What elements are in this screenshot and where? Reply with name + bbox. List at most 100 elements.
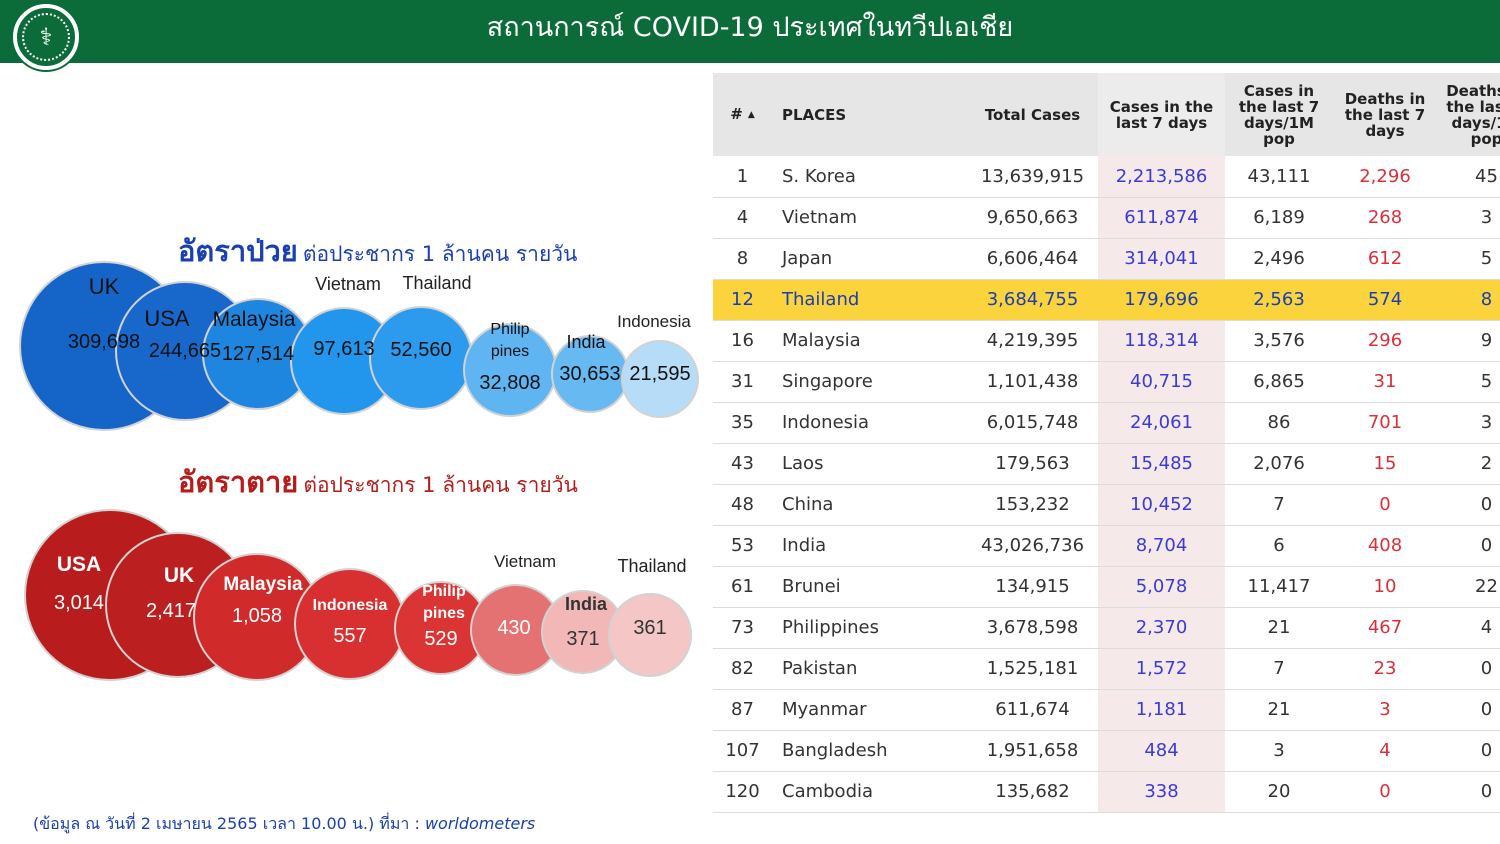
cell-cases-7d-per-1m: 2,563 — [1225, 279, 1333, 321]
table-row: 87 Myanmar 611,674 1,181 21 3 0 — [713, 689, 1500, 731]
table-row: 48 China 153,232 10,452 7 0 0 — [713, 484, 1500, 526]
page-title: สถานการณ์ COVID-19 ประเทศในทวีปเอเชีย — [486, 12, 1014, 43]
cell-deaths-7d-per-1m: 5 — [1437, 238, 1500, 280]
cell-rank: 48 — [713, 484, 772, 526]
cell-total-cases: 6,606,464 — [967, 238, 1098, 280]
cell-deaths-7d: 296 — [1333, 320, 1437, 362]
table-row: 43 Laos 179,563 15,485 2,076 15 2 — [713, 443, 1500, 485]
cell-deaths-7d: 3 — [1333, 689, 1437, 731]
cell-total-cases: 1,525,181 — [967, 648, 1098, 690]
cell-cases-7d: 484 — [1098, 730, 1225, 772]
table-row: 1 S. Korea 13,639,915 2,213,586 43,111 2,296 4… — [713, 156, 1500, 198]
cell-place[interactable]: Bangladesh — [772, 730, 967, 772]
cell-place[interactable]: India — [772, 525, 967, 567]
cell-deaths-7d-per-1m: 45 — [1437, 156, 1500, 198]
bubble-value: 127,514 — [222, 343, 294, 365]
cell-deaths-7d: 10 — [1333, 566, 1437, 608]
bubble-label: Malaysia — [213, 308, 296, 331]
cell-deaths-7d: 23 — [1333, 648, 1437, 690]
cell-place[interactable]: Japan — [772, 238, 967, 280]
cell-place[interactable]: Brunei — [772, 566, 967, 608]
cell-total-cases: 4,219,395 — [967, 320, 1098, 362]
cell-place[interactable]: Vietnam — [772, 197, 967, 239]
cell-deaths-7d-per-1m: 4 — [1437, 607, 1500, 649]
cell-total-cases: 3,684,755 — [967, 279, 1098, 321]
cell-deaths-7d: 4 — [1333, 730, 1437, 772]
cell-cases-7d: 40,715 — [1098, 361, 1225, 403]
cell-deaths-7d: 701 — [1333, 402, 1437, 444]
bubble-indonesia — [621, 340, 699, 418]
cell-total-cases: 135,682 — [967, 771, 1098, 813]
table-header-row: # ▲ PLACES Total Cases Cases in the last … — [713, 73, 1500, 156]
column-header-cases-7d-per-1m[interactable]: Cases in the last 7 days/1M pop — [1225, 73, 1333, 156]
bubble-thailand — [608, 593, 692, 677]
bubble-value: 371 — [566, 628, 599, 650]
cell-place[interactable]: S. Korea — [772, 156, 967, 198]
cell-total-cases: 9,650,663 — [967, 197, 1098, 239]
cell-deaths-7d-per-1m: 0 — [1437, 689, 1500, 731]
cell-deaths-7d: 408 — [1333, 525, 1437, 567]
cell-place[interactable]: Indonesia — [772, 402, 967, 444]
bubble-value: 97,613 — [313, 338, 374, 360]
sort-up-icon[interactable]: ▲ — [747, 109, 755, 120]
cell-total-cases: 1,951,658 — [967, 730, 1098, 772]
cell-place[interactable]: China — [772, 484, 967, 526]
infection-rate-title-sub: ต่อประชากร 1 ล้านคน รายวัน — [302, 242, 578, 266]
header-bar: ⚕ สถานการณ์ COVID-19 ประเทศในทวีปเอเชีย — [0, 0, 1500, 70]
bubble-value: 52,560 — [390, 339, 451, 361]
table-row: 16 Malaysia 4,219,395 118,314 3,576 296 9 — [713, 320, 1500, 362]
cell-total-cases: 43,026,736 — [967, 525, 1098, 567]
ministry-seal-logo: ⚕ — [13, 4, 79, 70]
cell-place[interactable]: Malaysia — [772, 320, 967, 362]
cell-total-cases: 6,015,748 — [967, 402, 1098, 444]
cell-deaths-7d-per-1m: 9 — [1437, 320, 1500, 362]
cell-cases-7d-per-1m: 7 — [1225, 648, 1333, 690]
cell-place[interactable]: Thailand — [772, 279, 967, 321]
cell-place[interactable]: Philippines — [772, 607, 967, 649]
death-rate-bubbles: USA 3,014 UK 2,417 Malaysia 1,058 Indonesia 557… — [24, 509, 692, 681]
cell-cases-7d-per-1m: 2,076 — [1225, 443, 1333, 485]
cell-rank: 12 — [713, 279, 772, 321]
bubble-label: USA — [144, 306, 190, 331]
column-header-deaths-7d-per-1m[interactable]: Deaths in the last 7 days/1M pop — [1437, 73, 1500, 156]
data-table: # ▲ PLACES Total Cases Cases in the last … — [713, 73, 1500, 813]
cell-deaths-7d: 15 — [1333, 443, 1437, 485]
column-header-rank[interactable]: # ▲ — [713, 73, 772, 156]
cell-cases-7d: 2,370 — [1098, 607, 1225, 649]
bubble-charts: UK309,698USA244,665Malaysia127,514Vietna… — [19, 261, 699, 681]
cell-deaths-7d: 467 — [1333, 607, 1437, 649]
ministry-of-public-health-seal-icon: ⚕ — [39, 23, 53, 51]
cell-place[interactable]: Laos — [772, 443, 967, 485]
cell-place[interactable]: Singapore — [772, 361, 967, 403]
cell-deaths-7d-per-1m: 3 — [1437, 197, 1500, 239]
cell-total-cases: 179,563 — [967, 443, 1098, 485]
cell-rank: 35 — [713, 402, 772, 444]
bubble-value: 529 — [424, 628, 457, 650]
cell-total-cases: 3,678,598 — [967, 607, 1098, 649]
table-row: 31 Singapore 1,101,438 40,715 6,865 31 5 — [713, 361, 1500, 403]
column-header-deaths-7d[interactable]: Deaths in the last 7 days — [1333, 73, 1437, 156]
bubble-label: Philip pines — [422, 583, 466, 622]
cell-deaths-7d-per-1m: 0 — [1437, 730, 1500, 772]
table-row: 107 Bangladesh 1,951,658 484 3 4 0 — [713, 730, 1500, 772]
table-row: 120 Cambodia 135,682 338 20 0 0 — [713, 771, 1500, 813]
bubble-value: 244,665 — [149, 340, 221, 362]
cell-cases-7d: 1,181 — [1098, 689, 1225, 731]
cell-cases-7d: 5,078 — [1098, 566, 1225, 608]
cell-place[interactable]: Pakistan — [772, 648, 967, 690]
bubble-label: India — [565, 594, 608, 614]
cell-rank: 61 — [713, 566, 772, 608]
table-row: 73 Philippines 3,678,598 2,370 21 467 4 — [713, 607, 1500, 649]
bubble-value: 32,808 — [479, 372, 540, 394]
cell-place[interactable]: Cambodia — [772, 771, 967, 813]
column-header-total-cases[interactable]: Total Cases — [967, 73, 1098, 156]
cell-cases-7d-per-1m: 6,189 — [1225, 197, 1333, 239]
footnote-text: (ข้อมูล ณ วันที่ 2 เมษายน 2565 เวลา 10.0… — [33, 814, 425, 833]
column-header-cases-7d[interactable]: Cases in the last 7 days — [1098, 73, 1225, 156]
cell-deaths-7d-per-1m: 8 — [1437, 279, 1500, 321]
infection-rate-title: อัตราป่วย ต่อประชากร 1 ล้านคน รายวัน — [178, 228, 577, 274]
bubble-value: 2,417 — [146, 600, 196, 622]
cell-cases-7d-per-1m: 11,417 — [1225, 566, 1333, 608]
column-header-places[interactable]: PLACES — [772, 73, 967, 156]
cell-place[interactable]: Myanmar — [772, 689, 967, 731]
